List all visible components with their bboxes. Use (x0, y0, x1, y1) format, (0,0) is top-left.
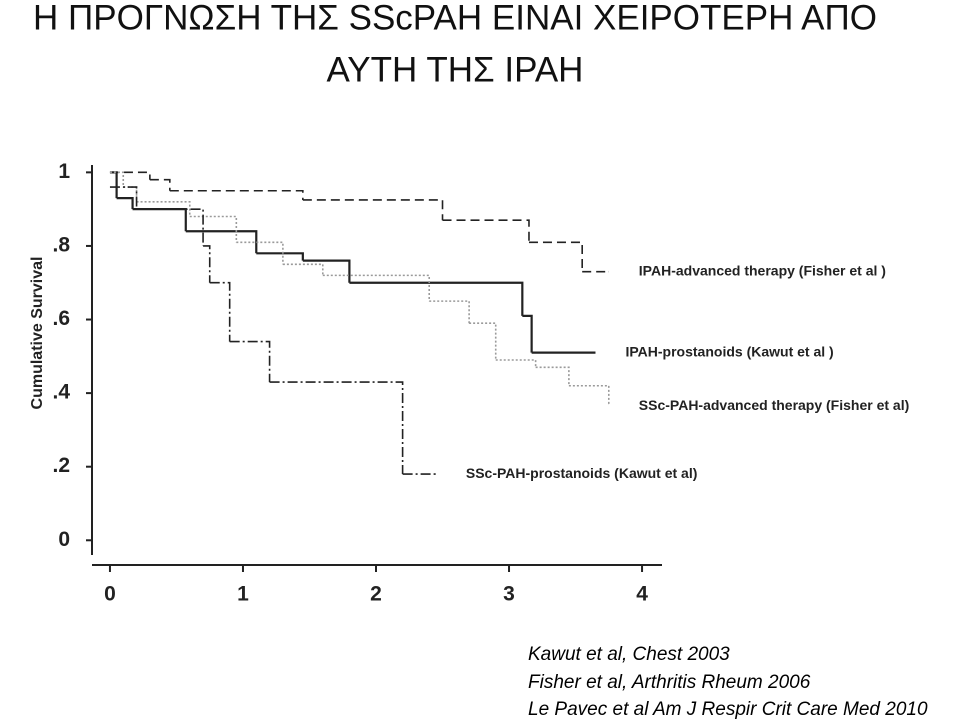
survival-step (149, 178, 171, 191)
x-tick-label: 3 (503, 583, 515, 606)
series-label: SSc-PAH-advanced therapy (Fisher et al) (639, 397, 909, 413)
survival-step (302, 199, 444, 221)
survival-step (302, 259, 351, 283)
survival-step (136, 200, 191, 217)
survival-step (236, 241, 284, 265)
survival-step (469, 322, 497, 360)
survival-step (109, 171, 151, 180)
reference: Fisher et al, Arthritis Rheum 2006 (528, 672, 811, 693)
survival-step (189, 215, 238, 243)
y-tick-label: .4 (52, 381, 70, 404)
survival-step (522, 314, 533, 353)
survival-step (203, 245, 211, 283)
survival-step (349, 281, 524, 316)
survival-step (109, 186, 138, 210)
reference: Kawut et al, Chest 2003 (528, 644, 730, 665)
survival-step (256, 252, 304, 261)
y-tick-label: .6 (52, 307, 70, 330)
y-axis-label: Cumulative Survival (29, 257, 46, 410)
series-label: IPAH-prostanoids (Kawut et al ) (625, 343, 833, 359)
survival-step (109, 171, 118, 199)
survival-step (229, 340, 271, 383)
survival-step (429, 300, 470, 324)
y-tick-label: 1 (58, 160, 70, 183)
survival-step (495, 359, 537, 368)
survival-step (185, 230, 258, 254)
survival-step (535, 366, 570, 386)
y-tick-label: .2 (52, 454, 70, 477)
survival-step (442, 219, 530, 243)
survival-step (109, 171, 125, 188)
x-tick-label: 2 (370, 583, 382, 606)
slide-title: ΑΥΤΗ ΤΗΣ IPAH (327, 50, 584, 89)
survival-step (132, 208, 187, 232)
survival-step (169, 189, 304, 200)
survival-step (322, 274, 431, 302)
y-tick-label: .8 (52, 233, 70, 256)
survival-step (123, 186, 138, 202)
series-label: IPAH-advanced therapy (Fisher et al ) (639, 262, 886, 278)
y-tick-label: 0 (58, 528, 70, 551)
survival-step (116, 197, 134, 210)
survival-step (269, 381, 404, 475)
slide-title: Η ΠΡΟΓΝΩΣΗ ΤΗΣ SScPAH ΕΙΝΑΙ ΧΕΙΡΟΤΕΡΗ ΑΠ… (33, 0, 877, 37)
series-label: SSc-PAH-prostanoids (Kawut et al) (466, 465, 698, 481)
x-tick-label: 0 (104, 583, 116, 606)
reference: Le Pavec et al Am J Respir Crit Care Med… (528, 699, 928, 720)
survival-step (568, 384, 610, 405)
survival-step (136, 208, 204, 246)
survival-step (282, 263, 324, 276)
survival-step (209, 281, 231, 342)
survival-step (528, 241, 583, 272)
x-tick-label: 1 (237, 583, 249, 606)
x-tick-label: 4 (636, 583, 648, 606)
